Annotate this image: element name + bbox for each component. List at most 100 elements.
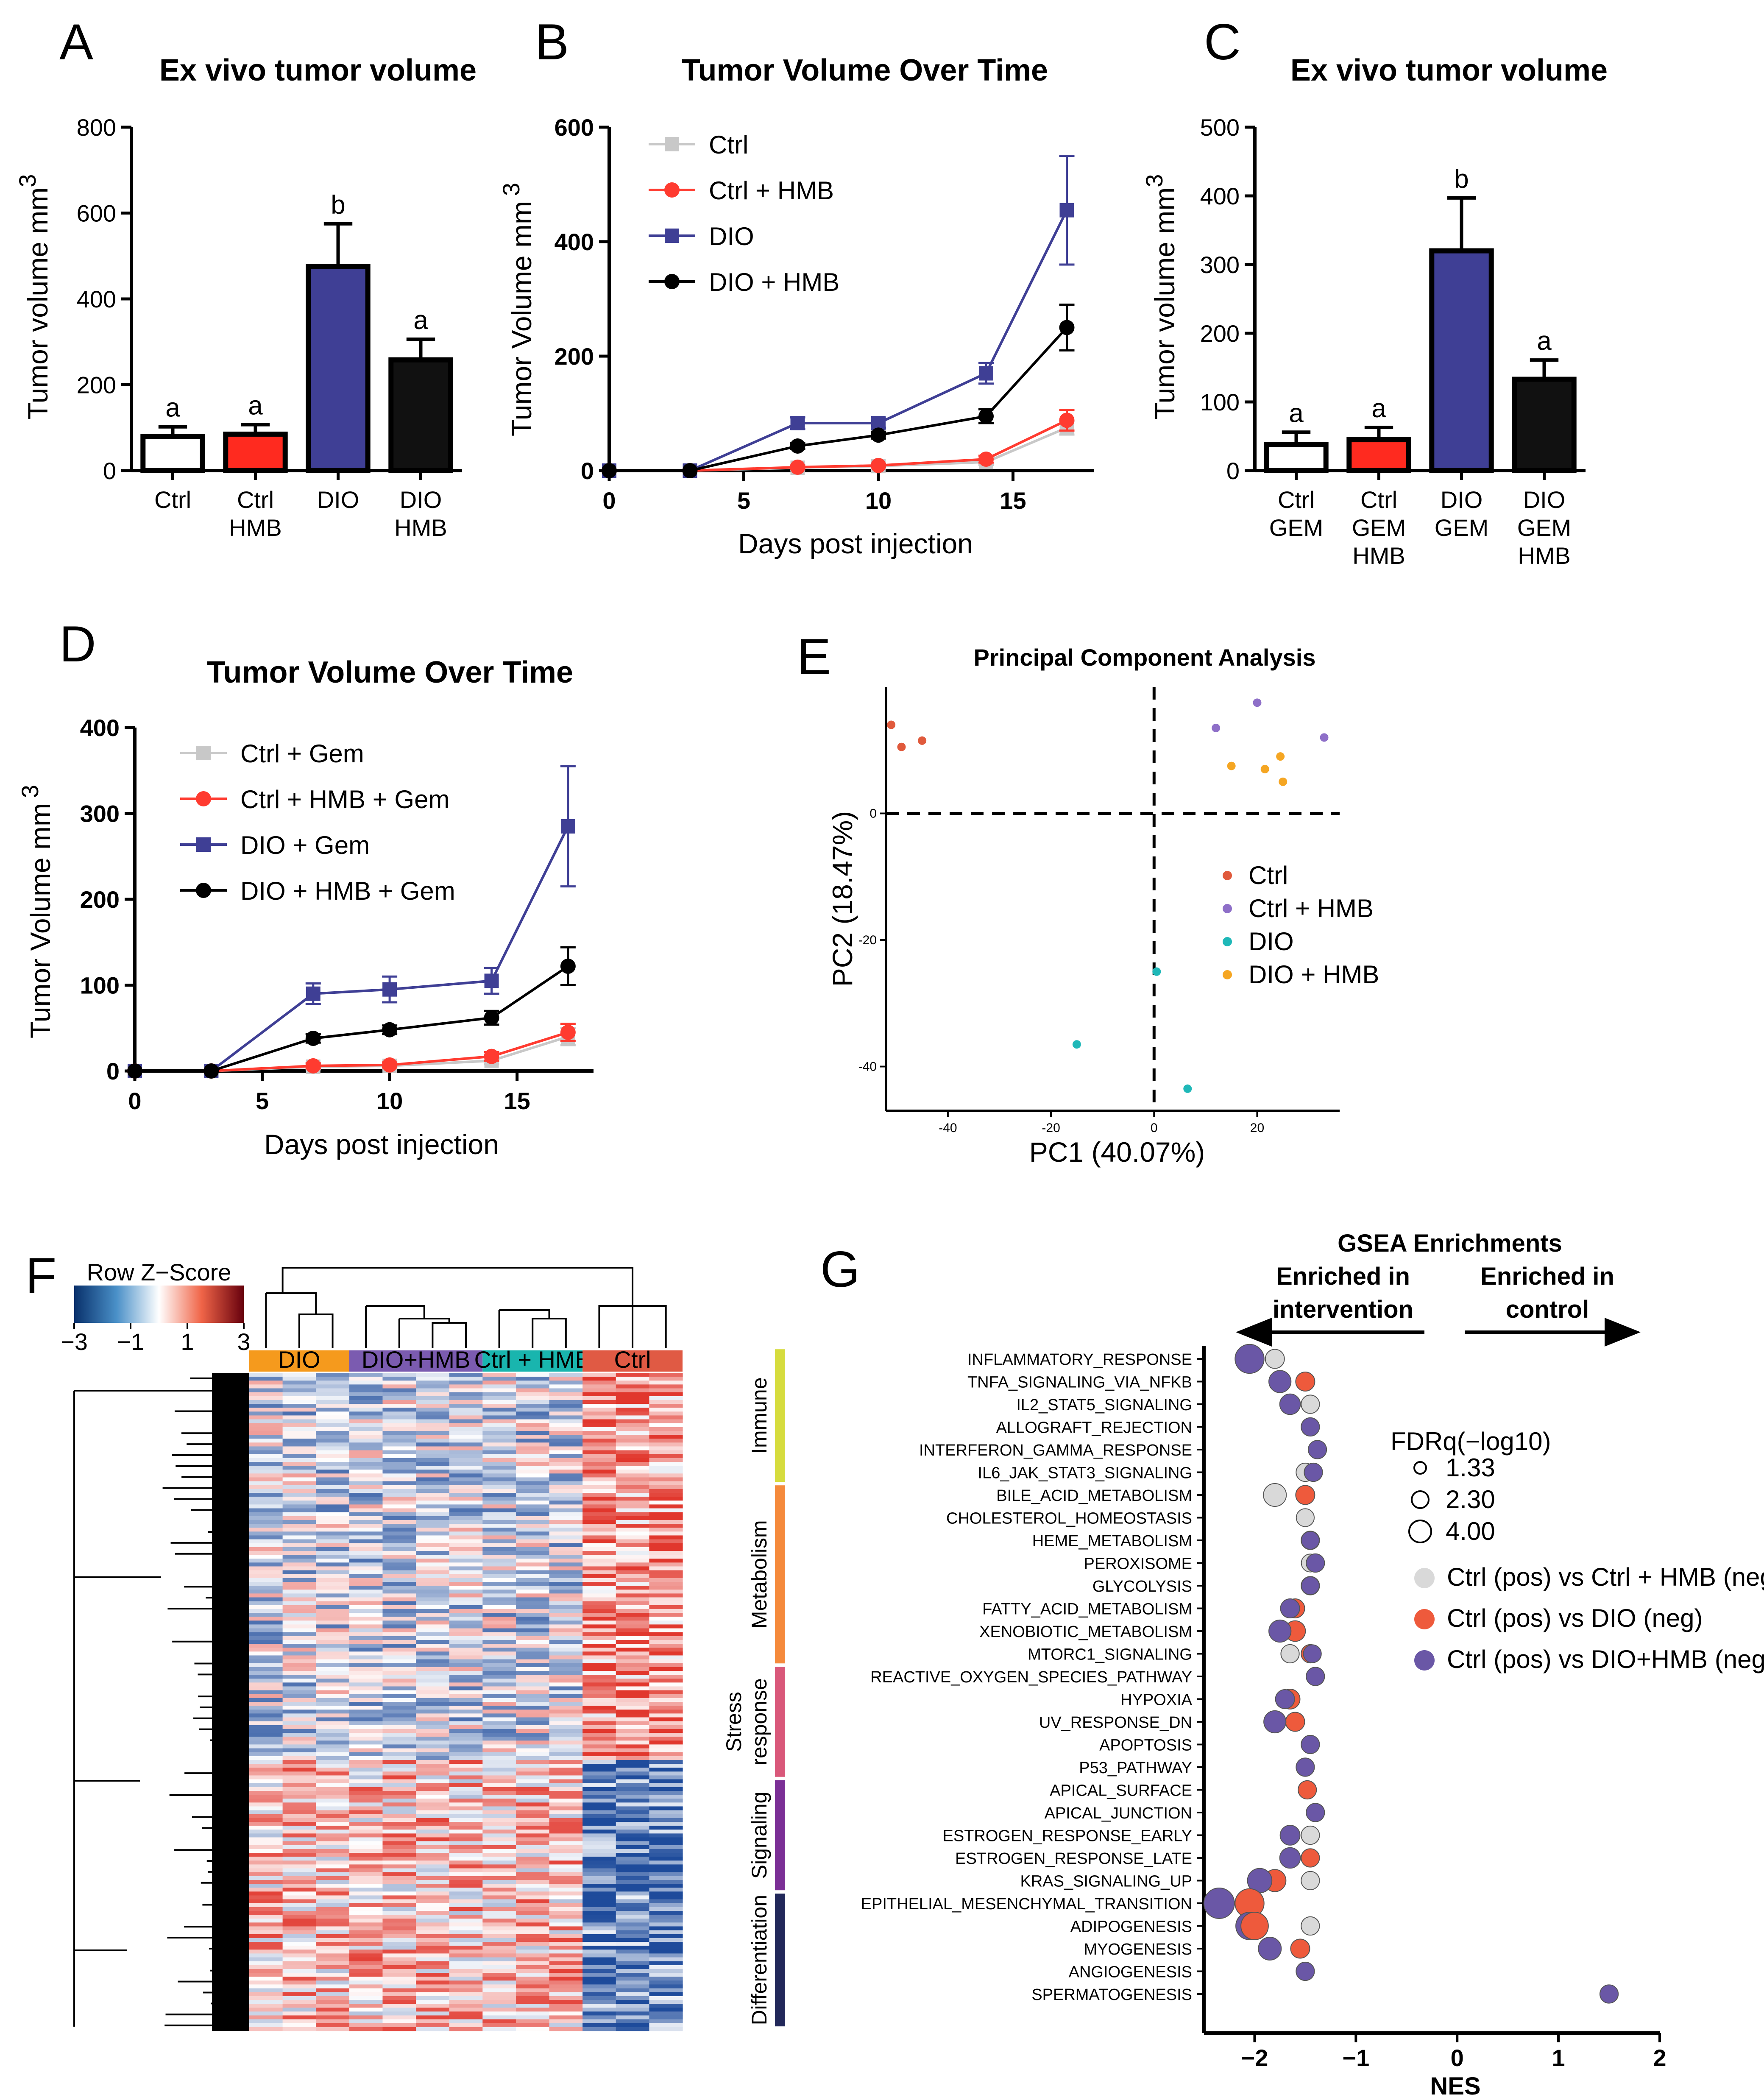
heatmap-cell: [416, 1919, 450, 1923]
heatmap-cell: [516, 1539, 550, 1544]
zscore-key-gradient: [74, 1286, 244, 1323]
gsea-xlabel: NES: [1430, 2072, 1480, 2100]
a-x-tick-label: DIO: [400, 486, 442, 513]
g-point: [1301, 1916, 1320, 1936]
heatmap-cell: [349, 1659, 383, 1664]
heatmap-cell: [516, 1961, 550, 1966]
heatmap-cell: [382, 1845, 416, 1849]
heatmap-cell: [382, 1520, 416, 1524]
heatmap-cell: [316, 1988, 350, 1993]
heatmap-cell: [382, 1408, 416, 1412]
g-pathway-label: ESTROGEN_RESPONSE_LATE: [955, 1850, 1192, 1868]
heatmap-cell: [416, 1628, 450, 1633]
heatmap-cell: [282, 1454, 316, 1459]
heatmap-cell: [482, 1555, 516, 1559]
heatmap-cell: [482, 1795, 516, 1799]
heatmap-cell: [482, 1841, 516, 1846]
heatmap-cell: [349, 1910, 383, 1915]
heatmap-cell: [416, 1833, 450, 1838]
heatmap-cell: [316, 2011, 350, 2016]
heatmap-cell: [416, 1721, 450, 1726]
heatmap-cell: [249, 1450, 283, 1455]
heatmap-cell: [549, 1729, 583, 1733]
heatmap-cell: [382, 1555, 416, 1559]
panel-b-xlabel: Days post injection: [738, 528, 973, 559]
e-point: [887, 720, 896, 729]
heatmap-cell: [349, 1919, 383, 1923]
row-dendrogram-leaves: [212, 1373, 249, 2031]
heatmap-cell: [416, 1864, 450, 1869]
heatmap-cell: [482, 1910, 516, 1915]
a-y-tick-label: 400: [77, 286, 116, 312]
heatmap-cell: [416, 1802, 450, 1807]
heatmap-cell: [316, 1512, 350, 1517]
heatmap-cell: [516, 2027, 550, 2031]
heatmap-cell: [449, 1396, 483, 1400]
heatmap-cell: [316, 1826, 350, 1830]
b-legend-label: Ctrl: [709, 131, 748, 159]
heatmap-cell: [249, 1547, 283, 1551]
heatmap-cell: [282, 1822, 316, 1826]
heatmap-cell: [549, 1497, 583, 1501]
g-pathway-label: INFLAMMATORY_RESPONSE: [967, 1351, 1192, 1369]
heatmap-cell: [549, 1694, 583, 1698]
heatmap-cell: [316, 1949, 350, 1954]
g-x-tick-label: 0: [1451, 2044, 1464, 2071]
heatmap-cell: [549, 1996, 583, 2000]
heatmap-cell: [316, 1535, 350, 1540]
heatmap-cell: [282, 1810, 316, 1815]
d-point: [560, 1024, 576, 1040]
heatmap-cell: [349, 1930, 383, 1935]
heatmap-cell: [649, 1795, 683, 1799]
d-point: [382, 1057, 398, 1073]
a-bar: [223, 431, 288, 473]
heatmap-cell: [582, 1392, 616, 1397]
heatmap-cell: [316, 1690, 350, 1695]
heatmap-cell: [349, 1996, 383, 2000]
g-pathway-label: PEROXISOME: [1084, 1555, 1193, 1573]
heatmap-cell: [316, 1439, 350, 1443]
heatmap-cell: [382, 1632, 416, 1637]
heatmap-cell: [282, 1477, 316, 1482]
heatmap-cell: [549, 2027, 583, 2031]
heatmap-cell: [382, 1895, 416, 1900]
heatmap-cell: [282, 1710, 316, 1714]
heatmap-cell: [649, 1373, 683, 1377]
heatmap-cell: [582, 1535, 616, 1540]
g-point: [1290, 1938, 1310, 1959]
heatmap-cell: [349, 1764, 383, 1768]
heatmap-cell: [482, 1872, 516, 1877]
heatmap-cell: [382, 1949, 416, 1954]
heatmap-cell: [649, 1461, 683, 1466]
a-sig-letter: a: [248, 391, 263, 421]
g-point: [1298, 1780, 1317, 1800]
heatmap-cell: [282, 1466, 316, 1470]
heatmap-cell: [616, 1408, 649, 1412]
heatmap-cell: [582, 1702, 616, 1706]
e-x-tick-label: -20: [1042, 1121, 1060, 1135]
heatmap-cell: [482, 1884, 516, 1888]
g-pathway-label: ADIPOGENESIS: [1070, 1918, 1192, 1936]
heatmap-cell: [382, 1771, 416, 1776]
heatmap-cell: [649, 1442, 683, 1447]
heatmap-cell: [516, 1733, 550, 1737]
g-category-bar: [775, 1780, 785, 1891]
heatmap-cell: [482, 1710, 516, 1714]
heatmap-cell: [282, 1833, 316, 1838]
heatmap-cell: [282, 2000, 316, 2004]
g-category-label: Differentiation: [747, 1895, 771, 2025]
heatmap-cell: [282, 1930, 316, 1935]
heatmap-cell: [282, 1586, 316, 1590]
heatmap-cell: [282, 1562, 316, 1567]
heatmap-cell: [449, 1752, 483, 1757]
heatmap-cell: [316, 1733, 350, 1737]
heatmap-cell: [616, 1895, 649, 1900]
heatmap-cell: [249, 1481, 283, 1486]
heatmap-cell: [282, 1581, 316, 1586]
heatmap-cell: [649, 1597, 683, 1602]
heatmap-cell: [382, 1857, 416, 1861]
heatmap-cell: [282, 1640, 316, 1644]
heatmap-cell: [382, 1899, 416, 1904]
heatmap-cell: [449, 1408, 483, 1412]
b-legend-marker: [664, 182, 680, 198]
